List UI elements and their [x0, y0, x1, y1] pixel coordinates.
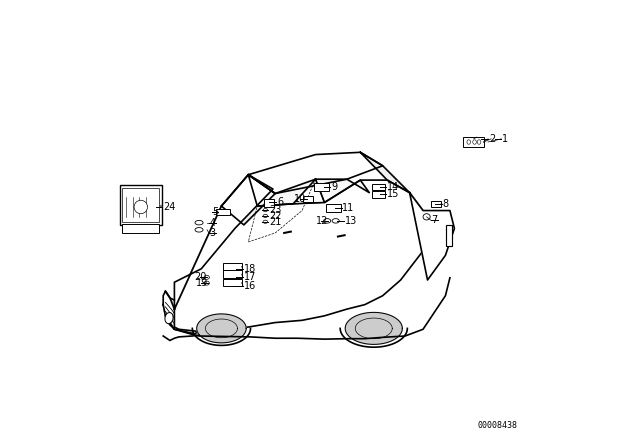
FancyBboxPatch shape [463, 137, 484, 147]
Polygon shape [248, 152, 383, 194]
Ellipse shape [204, 275, 209, 280]
Text: 4: 4 [209, 218, 216, 228]
Text: 17: 17 [244, 272, 256, 282]
FancyBboxPatch shape [372, 191, 385, 198]
FancyBboxPatch shape [326, 204, 340, 212]
Polygon shape [221, 175, 275, 225]
Text: 9: 9 [332, 182, 337, 192]
FancyBboxPatch shape [314, 183, 329, 191]
Ellipse shape [195, 228, 203, 232]
FancyBboxPatch shape [216, 209, 230, 215]
Text: 18: 18 [244, 264, 256, 274]
Ellipse shape [195, 220, 203, 225]
Text: 22: 22 [269, 211, 282, 221]
Text: 00008438: 00008438 [477, 421, 517, 430]
Ellipse shape [263, 209, 268, 212]
Bar [446, 225, 452, 246]
Polygon shape [360, 152, 410, 193]
Text: 23: 23 [269, 205, 282, 215]
Text: 24: 24 [163, 202, 175, 212]
FancyBboxPatch shape [431, 201, 440, 207]
Ellipse shape [423, 214, 430, 220]
Text: 21: 21 [269, 217, 282, 227]
FancyBboxPatch shape [264, 199, 275, 207]
Text: 1: 1 [502, 134, 508, 144]
Polygon shape [196, 314, 246, 343]
Text: 8: 8 [443, 199, 449, 209]
Text: 19: 19 [196, 278, 208, 288]
FancyBboxPatch shape [372, 184, 385, 190]
Ellipse shape [134, 200, 148, 214]
Polygon shape [345, 312, 403, 345]
Polygon shape [174, 175, 273, 309]
Ellipse shape [204, 281, 209, 285]
Polygon shape [410, 193, 454, 280]
FancyBboxPatch shape [120, 185, 162, 225]
Polygon shape [248, 175, 316, 206]
Text: 5: 5 [212, 207, 218, 217]
Ellipse shape [332, 219, 339, 223]
Ellipse shape [467, 140, 470, 144]
FancyBboxPatch shape [303, 196, 314, 202]
FancyBboxPatch shape [122, 224, 159, 233]
Text: 16: 16 [244, 281, 256, 291]
Ellipse shape [324, 219, 331, 223]
Text: 11: 11 [342, 203, 355, 213]
Text: 3: 3 [209, 228, 216, 238]
Text: 13: 13 [345, 216, 357, 226]
FancyBboxPatch shape [223, 263, 242, 270]
Text: 14: 14 [387, 182, 399, 192]
Text: 20: 20 [195, 272, 207, 282]
Ellipse shape [477, 140, 481, 144]
Ellipse shape [473, 140, 476, 144]
Text: 2: 2 [489, 134, 495, 144]
Text: 6: 6 [277, 198, 283, 207]
FancyBboxPatch shape [223, 270, 242, 278]
Text: 10: 10 [294, 194, 307, 204]
Ellipse shape [263, 220, 268, 224]
Ellipse shape [263, 214, 268, 218]
Polygon shape [163, 175, 428, 332]
Ellipse shape [165, 313, 173, 323]
Polygon shape [316, 179, 369, 202]
FancyBboxPatch shape [223, 279, 242, 286]
Text: 15: 15 [387, 190, 399, 199]
Text: 7: 7 [431, 215, 438, 225]
Polygon shape [163, 291, 174, 329]
FancyBboxPatch shape [122, 188, 159, 222]
Text: 12: 12 [316, 216, 328, 226]
